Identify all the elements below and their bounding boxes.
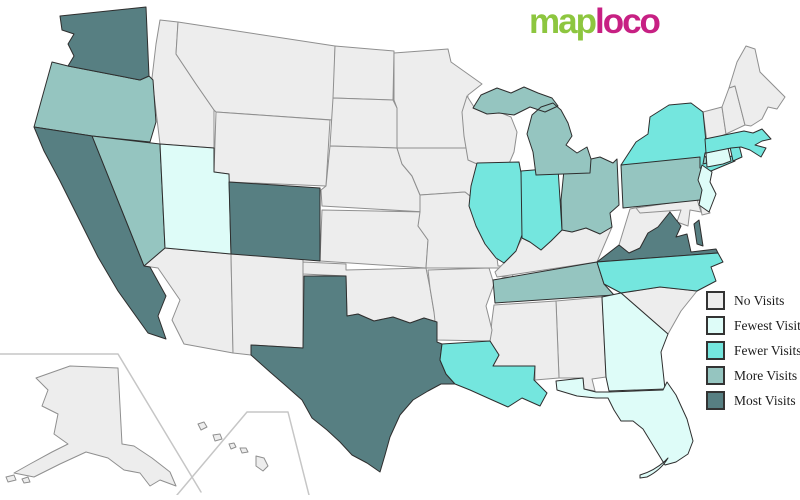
alaska-inset-border <box>0 353 202 493</box>
state-ohio <box>560 156 620 235</box>
maploco-logo[interactable]: maploco <box>529 2 661 42</box>
state-massachusetts <box>704 128 772 158</box>
legend-label-fewest: Fewest Visits <box>734 317 800 333</box>
state-utah <box>159 143 232 255</box>
state-washington <box>59 6 150 81</box>
state-michigan <box>472 86 592 176</box>
state-alabama <box>555 296 607 392</box>
state-maine <box>728 45 786 127</box>
state-georgia <box>601 292 669 392</box>
state-new-jersey <box>697 164 717 213</box>
legend: No Visits Fewest Visits Fewer Visits More V… <box>706 288 800 413</box>
state-wyoming <box>213 111 331 187</box>
state-alaska <box>5 365 177 487</box>
legend-row-fewest-visits: Fewest Visits <box>706 313 800 338</box>
state-south-dakota <box>329 97 398 149</box>
state-new-mexico <box>230 253 304 356</box>
legend-swatch-fewest <box>706 316 725 335</box>
legend-swatch-more <box>706 366 725 385</box>
state-colorado <box>228 181 321 262</box>
legend-swatch-most <box>706 391 725 410</box>
state-kansas <box>319 209 429 269</box>
logo-map-text: map <box>529 2 597 41</box>
state-texas <box>250 275 456 473</box>
state-florida <box>555 377 694 479</box>
state-arkansas <box>427 267 495 342</box>
legend-row-no-visits: No Visits <box>706 288 800 313</box>
legend-label-more: More Visits <box>734 367 798 383</box>
state-virginia <box>596 211 719 263</box>
state-hawaii <box>197 421 269 472</box>
logo-loco-text: loco <box>594 2 661 41</box>
state-tennessee <box>492 261 615 304</box>
state-north-carolina <box>596 252 724 294</box>
legend-row-fewer-visits: Fewer Visits <box>706 338 800 363</box>
legend-row-more-visits: More Visits <box>706 363 800 388</box>
state-indiana <box>520 167 563 251</box>
state-louisiana <box>439 340 548 408</box>
state-california <box>33 126 167 340</box>
legend-row-most-visits: Most Visits <box>706 388 800 413</box>
legend-label-most: Most Visits <box>734 392 796 408</box>
legend-swatch-no <box>706 291 725 310</box>
state-maryland <box>635 198 702 227</box>
state-north-dakota <box>332 45 395 101</box>
legend-label-fewer: Fewer Visits <box>734 342 800 358</box>
legend-swatch-fewer <box>706 341 725 360</box>
legend-label-no: No Visits <box>734 292 785 308</box>
hawaii-inset-border <box>176 411 310 496</box>
